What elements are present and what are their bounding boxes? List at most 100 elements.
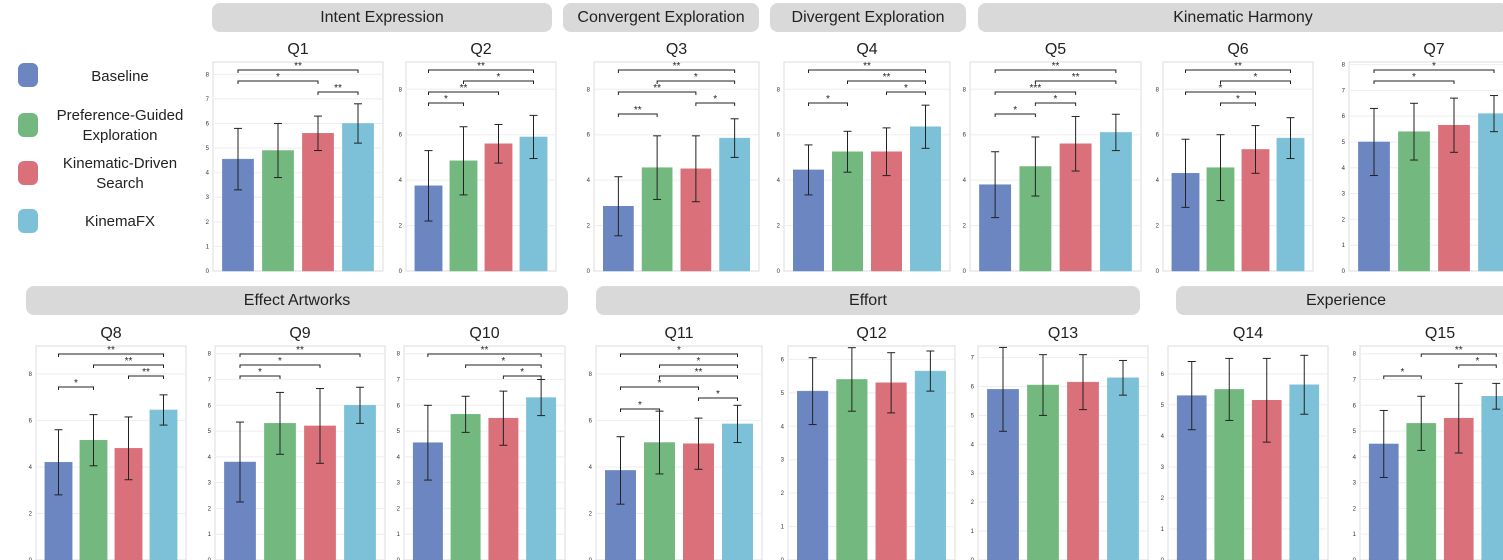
chart-q9-sig-label-2: * [278,356,282,367]
chart-q4-sig-bracket-3 [847,80,926,84]
chart-q2-ytick-6: 6 [399,133,403,139]
chart-q11-sig-bracket-6 [659,364,738,368]
chart-q4-ytick-6: 6 [777,133,781,139]
chart-q12-bar-4 [914,370,946,560]
chart-q3-sig-label-5: * [713,94,717,105]
chart-q13-ytick-1: 1 [971,529,975,535]
chart-q8-title: Q8 [100,325,121,342]
chart-q5-sig-label-4: * [1054,94,1058,105]
chart-q7-ytick-8: 8 [1342,63,1346,69]
legend-label-baseline: Baseline [91,68,149,85]
chart-q10-sig-label-1: ** [481,345,489,356]
chart-q7-ytick-6: 6 [1342,114,1346,120]
chart-q15-sig-label-2: ** [1455,345,1463,356]
chart-q9-ytick-4: 4 [208,455,212,461]
chart-q11-sig-bracket-5 [698,397,738,401]
chart-q5-ytick-4: 4 [963,178,967,184]
chart-q15-ytick-4: 4 [1353,455,1357,461]
legend-swatch-kinemafx [18,209,38,233]
chart-q7-ytick-4: 4 [1342,166,1346,172]
chart-q1-title: Q1 [287,41,308,58]
chart-q15-title: Q15 [1425,325,1455,342]
chart-q10-ytick-2: 2 [397,506,401,512]
chart-q9-sig-bracket-3 [239,353,361,357]
chart-q8-sig-label-4: ** [142,367,150,378]
chart-q13-ytick-7: 7 [971,356,975,362]
chart-q6-sig-bracket-2 [1185,69,1291,73]
chart-q15-sig-bracket-3 [1458,364,1497,368]
chart-q10-ytick-5: 5 [397,429,401,435]
chart-q3-sig-label-1: ** [634,105,642,116]
chart-q2-sig-label-3: ** [477,61,485,72]
chart-q12-ytick-5: 5 [781,391,785,397]
chart-q3-ytick-8: 8 [587,87,591,93]
chart-q13-ytick-3: 3 [971,471,975,477]
chart-q14-ytick-3: 3 [1161,465,1165,471]
chart-q11-sig-bracket-1 [620,408,660,412]
chart-q9-title: Q9 [289,325,310,342]
chart-q8-sig-bracket-2 [58,353,164,357]
chart-q11-ytick-0: 0 [589,558,593,560]
chart-q10-ytick-4: 4 [397,455,401,461]
chart-q10-title: Q10 [469,325,499,342]
chart-q3-title: Q3 [666,41,687,58]
chart-q13-ytick-4: 4 [971,442,975,448]
chart-q6-sig-label-2: ** [1234,61,1242,72]
chart-q5-sig-label-5: ** [1072,72,1080,83]
chart-q4-sig-bracket-2 [808,69,926,73]
chart-q8-ytick-4: 4 [29,465,33,471]
chart-q11-ytick-2: 2 [589,511,593,517]
chart-q2-sig-label-4: * [497,72,501,83]
chart-q11-sig-bracket-2 [620,386,699,390]
chart-q5-sig-label-3: ** [1052,61,1060,72]
chart-q4-title: Q4 [856,41,877,58]
chart-q12-title: Q12 [856,325,886,342]
chart-q3-sig-label-4: * [694,72,698,83]
chart-q2-sig-bracket-4 [463,80,534,84]
chart-q1-ytick-2: 2 [206,220,210,226]
chart-q11-ytick-8: 8 [589,372,593,378]
chart-q1-sig-bracket-1 [237,80,319,84]
chart-q15-ytick-6: 6 [1353,403,1357,409]
chart-q1-sig-label-2: ** [294,61,302,72]
chart-q1-bar-3 [302,133,334,272]
chart-q2-sig-label-1: * [444,94,448,105]
chart-q12-ytick-0: 0 [781,558,785,560]
chart-q3-sig-bracket-3 [617,69,736,73]
chart-q10-ytick-6: 6 [397,403,401,409]
chart-q6-ytick-2: 2 [1156,224,1160,230]
chart-q8-ytick-0: 0 [29,558,33,560]
chart-q8-sig-bracket-1 [58,386,94,390]
group-header-kinematic-harmony: Kinematic Harmony [978,3,1503,32]
chart-q6-title: Q6 [1227,41,1248,58]
group-header-intent-expression: Intent Expression [212,3,552,32]
chart-q3-sig-bracket-4 [656,80,736,84]
chart-q2-ytick-2: 2 [399,224,403,230]
chart-q7-sig-label-2: * [1432,61,1436,72]
chart-q4-sig-bracket-1 [808,102,848,106]
chart-q10-ytick-3: 3 [397,481,401,487]
chart-q11-sig-bracket-4 [659,375,738,379]
chart-q8-bar-4 [149,409,178,560]
chart-q15-sig-label-3: * [1476,356,1480,367]
chart-q5-ytick-6: 6 [963,133,967,139]
legend-swatch-preference-guided [18,113,38,137]
chart-q6-bar-4 [1276,137,1305,272]
chart-q15-sig-bracket-2 [1420,353,1497,357]
chart-q10-ytick-7: 7 [397,378,401,384]
legend-label-preference-guided: Preference-Guided Exploration [56,107,184,144]
chart-q7-sig-bracket-2 [1373,69,1495,73]
chart-q7-sig-bracket-1 [1373,80,1455,84]
chart-q10-sig-label-3: * [520,367,524,378]
chart-q9-ytick-5: 5 [208,429,212,435]
chart-q13-title: Q13 [1048,325,1078,342]
chart-q4-ytick-8: 8 [777,87,781,93]
chart-q9-sig-label-3: ** [296,345,304,356]
chart-q9-ytick-7: 7 [208,378,212,384]
chart-q1-sig-bracket-2 [237,69,359,73]
chart-q15-ytick-0: 0 [1353,558,1357,560]
chart-q1-ytick-6: 6 [206,121,210,127]
chart-q5-ytick-0: 0 [963,269,967,275]
chart-q9-ytick-8: 8 [208,352,212,358]
chart-q14-title: Q14 [1233,325,1263,342]
